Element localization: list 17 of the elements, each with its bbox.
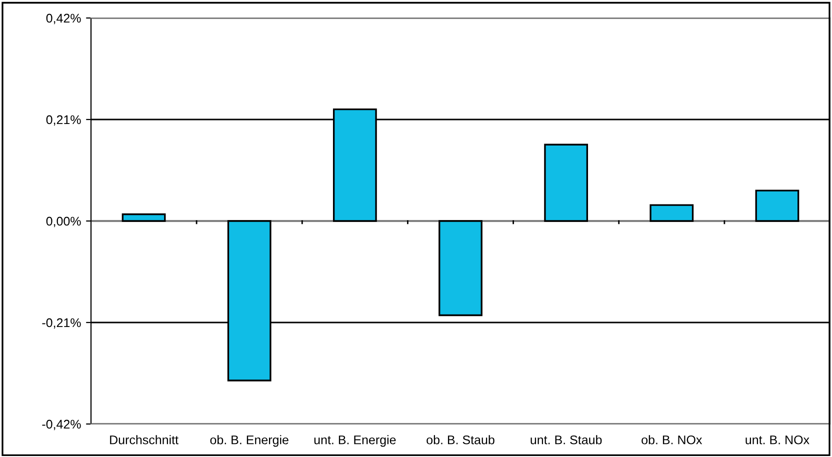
x-tick-label: unt. B. Staub [530, 435, 602, 444]
y-tick-label: -0,42% [42, 420, 81, 430]
x-tick-label: ob. B. NOx [642, 435, 702, 444]
x-tick-label: ob. B. Energie [210, 435, 288, 447]
x-tick-label: ob. B. Staub [426, 435, 494, 444]
bar [438, 220, 482, 316]
bar [755, 190, 800, 222]
y-tick-label: -0,21% [42, 318, 81, 329]
y-tick-label: 0,42% [46, 14, 81, 24]
x-tick-label: unt. B. NOx [746, 435, 810, 444]
x-tick-label: Durchschnitt [110, 435, 178, 444]
y-tick-label: 0,21% [46, 115, 81, 126]
bar [122, 213, 166, 222]
bar [650, 204, 694, 222]
bar [544, 144, 588, 222]
x-tick-label: unt. B. Energie [314, 435, 396, 447]
y-tick-label: 0,00% [46, 216, 81, 228]
